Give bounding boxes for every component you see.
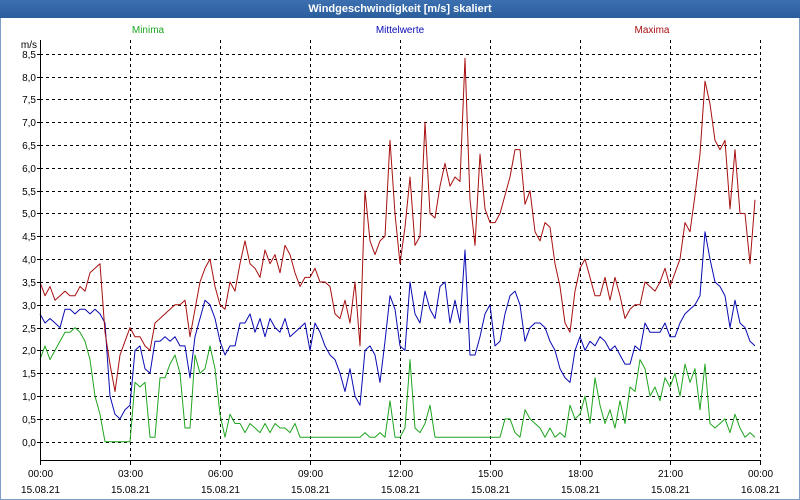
legend-label-mittelwerte: Mittelwerte: [376, 25, 425, 36]
legend: Minima Mittelwerte Maxima: [132, 25, 670, 36]
y-tick-label: 5,0: [22, 209, 36, 220]
x-tick-label-date: 16.08.21: [741, 485, 780, 496]
y-axis-unit-label: m/s: [21, 40, 37, 51]
x-tick-label-date: 15.08.21: [21, 485, 60, 496]
x-tick-label-date: 15.08.21: [471, 485, 510, 496]
x-tick-label-date: 15.08.21: [201, 485, 240, 496]
y-tick-label: 2,0: [22, 346, 36, 357]
chart-title-bar: Windgeschwindigkeit [m/s] skaliert: [0, 0, 800, 18]
grid-lines: [40, 40, 761, 460]
x-tick-label-time: 00:00: [748, 469, 773, 480]
y-tick-label: 0,0: [22, 438, 36, 449]
series-line-maxima: [39, 57, 756, 392]
y-tick-label: 3,0: [22, 301, 36, 312]
x-tick-label-time: 18:00: [568, 469, 593, 480]
y-tick-label: 4,5: [22, 232, 36, 243]
y-tick-label: 6,0: [22, 164, 36, 175]
x-tick-label-time: 21:00: [658, 469, 683, 480]
axis-labels: m/s 0,0 0,5 1,0 1,5 2,0 2,5 3,0 3,5 4,0 4,5 5,0 5,5…: [21, 40, 781, 496]
y-tick-label: 1,0: [22, 392, 36, 403]
x-tick-label-date: 15.08.21: [111, 485, 150, 496]
legend-label-maxima: Maxima: [634, 25, 669, 36]
y-tick-label: 6,5: [22, 141, 36, 152]
y-tick-label: 1,5: [22, 369, 36, 380]
y-tick-label: 8,5: [22, 50, 36, 61]
series-line-mittelwerte: [39, 231, 756, 420]
y-tick-label: 2,5: [22, 324, 36, 335]
legend-label-minima: Minima: [132, 25, 165, 36]
y-tick-label: 8,0: [22, 73, 36, 84]
x-tick-label-time: 15:00: [478, 469, 503, 480]
x-tick-label-date: 15.08.21: [651, 485, 690, 496]
series-line-minima: [39, 327, 756, 443]
y-tick-label: 0,5: [22, 415, 36, 426]
y-tick-label: 5,5: [22, 187, 36, 198]
x-tick-label-date: 15.08.21: [381, 485, 420, 496]
y-tick-label: 4,0: [22, 255, 36, 266]
axes: [37, 40, 761, 465]
x-tick-label-time: 06:00: [208, 469, 233, 480]
y-tick-label: 3,5: [22, 278, 36, 289]
x-tick-label-date: 15.08.21: [561, 485, 600, 496]
x-tick-label-time: 12:00: [388, 469, 413, 480]
x-tick-label-time: 00:00: [28, 469, 53, 480]
x-tick-label-date: 15.08.21: [291, 485, 330, 496]
x-tick-label-time: 09:00: [298, 469, 323, 480]
x-tick-label-time: 03:00: [118, 469, 143, 480]
chart-title: Windgeschwindigkeit [m/s] skaliert: [308, 3, 492, 15]
series-lines: [39, 57, 756, 443]
y-tick-label: 7,5: [22, 95, 36, 106]
y-tick-label: 7,0: [22, 118, 36, 129]
